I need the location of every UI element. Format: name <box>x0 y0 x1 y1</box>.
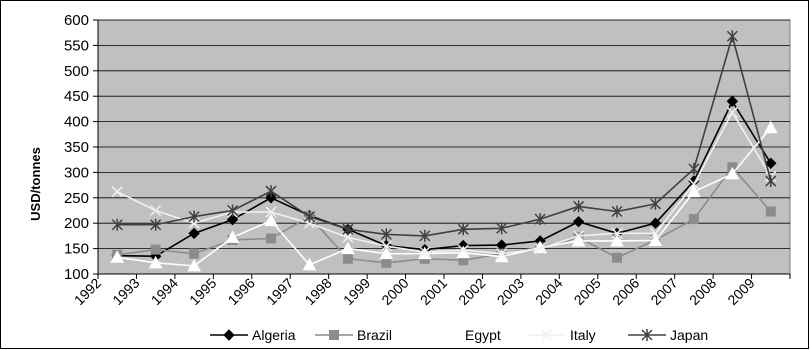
data-point-italy <box>380 240 392 252</box>
data-point-algeria <box>726 95 739 107</box>
data-point-italy <box>726 106 738 118</box>
legend-item-italy: Italy <box>528 327 596 343</box>
gridlines <box>98 19 790 275</box>
data-point-brazil <box>189 248 200 259</box>
data-point-algeria <box>572 215 585 228</box>
data-point-japan <box>688 162 700 175</box>
data-point-japan <box>649 197 661 210</box>
legend: Algeria Brazil Egypt Italy Japan <box>210 327 708 343</box>
data-point-japan <box>188 210 200 223</box>
data-point-algeria <box>765 157 777 169</box>
data-point-brazil <box>150 244 161 255</box>
data-point-japan <box>303 210 315 223</box>
data-point-italy <box>111 186 123 198</box>
data-point-italy <box>419 246 431 258</box>
y-axis-label: USD/tonnes <box>28 147 43 221</box>
data-point-japan <box>150 218 162 231</box>
data-point-italy <box>573 230 585 242</box>
data-point-japan <box>265 185 277 198</box>
data-point-japan <box>457 223 469 236</box>
data-point-brazil <box>612 252 622 263</box>
legend-marker-brazil <box>329 330 339 340</box>
y-tick-label: 200 <box>64 215 89 232</box>
legend-marker-algeria <box>223 329 235 341</box>
y-tick-label: 250 <box>64 190 89 207</box>
data-point-italy <box>649 227 661 239</box>
data-point-japan <box>496 222 508 235</box>
data-point-japan <box>111 218 123 231</box>
legend-label-egypt: Egypt <box>465 327 501 343</box>
legend-item-algeria: Algeria <box>210 327 296 343</box>
data-point-brazil <box>381 257 392 268</box>
data-point-egypt <box>148 255 163 269</box>
series-line-japan <box>117 35 772 237</box>
data-point-egypt <box>571 233 586 247</box>
legend-label-brazil: Brazil <box>357 327 392 343</box>
legend-label-italy: Italy <box>570 327 596 343</box>
legend-item-brazil: Brazil <box>315 327 392 343</box>
data-point-egypt <box>341 241 355 255</box>
legend-marker-egypt <box>435 327 449 341</box>
legend-marker-italy <box>541 329 553 341</box>
data-point-egypt <box>110 250 125 263</box>
data-point-japan <box>534 213 546 226</box>
series-japan <box>111 30 777 242</box>
data-point-japan <box>380 228 392 241</box>
data-point-egypt <box>302 257 317 271</box>
y-tick-label: 300 <box>64 164 89 181</box>
data-point-algeria <box>226 213 239 226</box>
data-point-algeria <box>188 227 200 240</box>
series-group <box>110 30 778 272</box>
data-point-japan <box>573 200 585 213</box>
series-line-algeria <box>117 100 772 258</box>
data-point-egypt <box>725 166 740 180</box>
y-tick-label: 600 <box>64 12 89 29</box>
y-tick-label: 150 <box>64 241 89 258</box>
data-point-italy <box>496 248 508 260</box>
legend-marker-japan <box>641 329 653 341</box>
data-point-egypt <box>187 258 201 272</box>
legend-label-algeria: Algeria <box>252 327 296 343</box>
y-tick-label: 500 <box>64 63 89 80</box>
y-tick-label: 450 <box>64 88 89 105</box>
data-point-egypt <box>763 120 778 134</box>
data-point-japan <box>342 223 354 236</box>
data-point-egypt <box>648 233 663 246</box>
data-point-egypt <box>687 184 701 198</box>
data-point-brazil <box>688 214 699 225</box>
data-point-brazil <box>765 206 776 217</box>
data-point-brazil <box>342 253 353 264</box>
series-egypt <box>110 120 778 272</box>
data-point-brazil <box>266 233 276 244</box>
data-point-japan <box>765 175 777 188</box>
legend-item-egypt: Egypt <box>423 327 501 343</box>
data-point-italy <box>688 178 700 190</box>
y-tick-label: 400 <box>64 114 89 131</box>
data-point-egypt <box>610 233 624 247</box>
data-point-italy <box>457 244 469 256</box>
data-point-italy <box>342 231 354 243</box>
legend-item-japan: Japan <box>628 327 708 343</box>
y-tick-label: 350 <box>64 139 89 156</box>
data-point-egypt <box>379 246 394 260</box>
legend-label-japan: Japan <box>670 327 708 343</box>
data-point-egypt <box>264 213 278 227</box>
data-point-japan <box>726 30 738 43</box>
data-point-algeria <box>265 192 277 204</box>
data-point-algeria <box>649 217 662 229</box>
y-tick-label: 550 <box>64 37 89 54</box>
data-point-italy <box>611 227 623 239</box>
y-tick-label: 100 <box>64 266 89 283</box>
series-line-italy <box>116 111 772 255</box>
data-point-egypt <box>225 230 240 243</box>
data-point-japan <box>419 229 431 242</box>
data-point-japan <box>611 205 623 218</box>
data-point-italy <box>265 206 277 218</box>
data-point-japan <box>227 204 239 217</box>
data-point-italy <box>534 243 546 255</box>
data-point-italy <box>150 204 162 217</box>
